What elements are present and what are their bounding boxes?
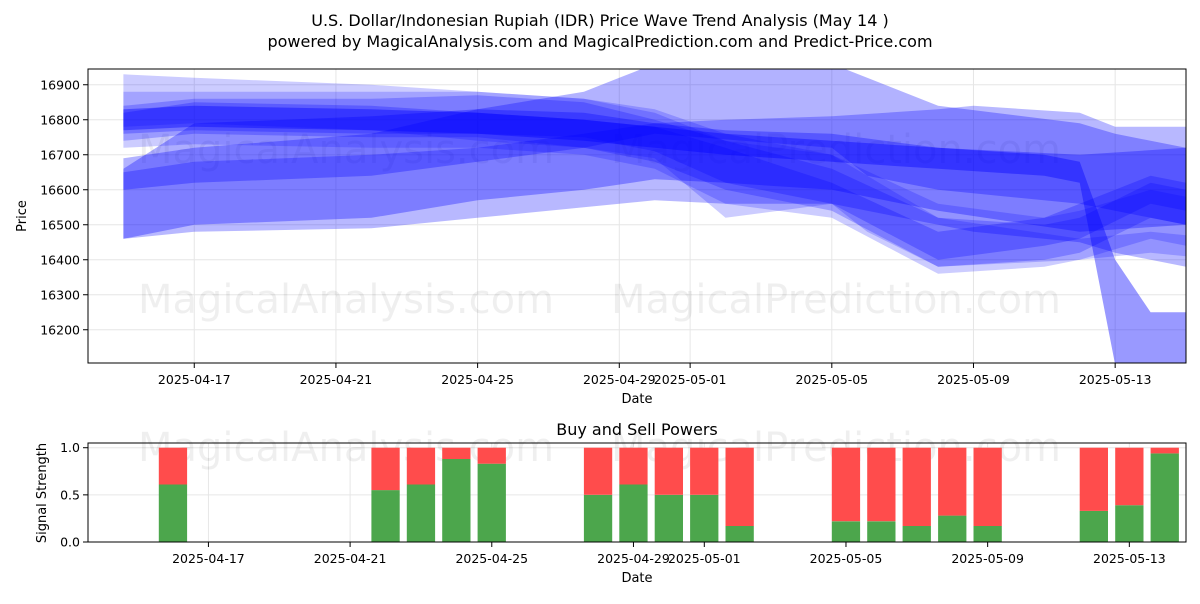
price-x-tick-label: 2025-05-13 — [1079, 372, 1152, 387]
power-x-tick-label: 2025-04-25 — [455, 551, 528, 566]
power-x-tick-label: 2025-05-01 — [668, 551, 741, 566]
watermark-prediction-top: MagicalPrediction.com — [611, 127, 1061, 173]
power-x-tick-label: 2025-04-17 — [172, 551, 245, 566]
power-y-axis-label: Signal Strength — [35, 443, 50, 543]
chart-title-line1: U.S. Dollar/Indonesian Rupiah (IDR) Pric… — [311, 11, 889, 30]
price-plot-frame — [87, 68, 1187, 364]
buy-sell-power-chart: Buy and Sell Powers MagicalAnalysis.com … — [35, 420, 1187, 586]
price-wave-band — [123, 109, 1186, 239]
power-x-tick-label: 2025-04-21 — [314, 551, 387, 566]
price-wave-band — [123, 91, 1186, 274]
buy-power-bar — [619, 484, 648, 542]
power-x-tick-label: 2025-05-13 — [1093, 551, 1166, 566]
price-y-axis-label: Price — [15, 200, 30, 232]
sell-power-bar — [831, 447, 861, 522]
price-x-tick-label: 2025-04-17 — [158, 372, 231, 387]
buy-power-bar — [371, 490, 400, 542]
sell-power-bar — [902, 447, 931, 526]
buy-power-bar — [406, 484, 436, 542]
watermark-analysis-top: MagicalAnalysis.com — [138, 127, 554, 173]
price-band-group — [123, 69, 1186, 363]
price-y-tick-label: 16500 — [40, 217, 80, 232]
price-wave-band — [123, 102, 1186, 260]
price-y-tick-label: 16600 — [40, 182, 80, 197]
power-x-tick-label: 2025-05-09 — [951, 551, 1024, 566]
price-x-ticks: 2025-04-17 2025-04-21 2025-04-25 2025-04-29… — [158, 363, 1152, 387]
price-grid — [88, 69, 1186, 363]
price-wave-band — [123, 105, 1186, 267]
buy-power-bar — [583, 494, 613, 542]
sell-power-bar — [1115, 447, 1144, 506]
price-x-tick-label: 2025-05-01 — [654, 372, 727, 387]
sell-power-bar — [690, 447, 719, 495]
price-y-ticks: 16200 16300 16400 16500 16600 16700 16800 16900 — [40, 77, 88, 337]
buy-power-bar — [477, 463, 506, 542]
buy-power-bar — [1150, 453, 1179, 542]
sell-power-bar — [442, 447, 471, 459]
price-x-tick-label: 2025-04-25 — [441, 372, 514, 387]
price-y-tick-label: 16700 — [40, 147, 80, 162]
price-wave-band — [123, 69, 1186, 225]
power-y-ticks: 0.0 0.5 1.0 — [60, 440, 88, 550]
price-x-tick-label: 2025-05-09 — [937, 372, 1010, 387]
buy-power-bar — [867, 521, 896, 542]
power-y-tick-label: 1.0 — [60, 440, 80, 455]
price-x-tick-label: 2025-04-21 — [300, 372, 373, 387]
price-y-tick-label: 16800 — [40, 112, 80, 127]
power-y-tick-label: 0.0 — [60, 535, 80, 550]
price-wave-chart: MagicalAnalysis.com MagicalPrediction.co… — [15, 68, 1187, 407]
sell-power-bar — [583, 447, 613, 495]
buy-power-bar — [158, 484, 188, 542]
buy-power-bar — [654, 494, 683, 542]
sell-power-bar — [1150, 447, 1179, 454]
power-chart-title: Buy and Sell Powers — [556, 420, 718, 439]
price-wave-bands — [123, 69, 1186, 363]
power-bars — [158, 447, 1179, 542]
sell-power-bar — [477, 447, 506, 464]
power-x-ticks: 2025-04-17 2025-04-21 2025-04-25 2025-04-29… — [172, 542, 1166, 566]
buy-power-bar — [973, 526, 1002, 542]
chart-title-line2: powered by MagicalAnalysis.com and Magic… — [267, 32, 932, 51]
sell-power-bar — [371, 447, 400, 491]
sell-power-bar — [158, 447, 188, 485]
power-plot-frame — [87, 442, 1187, 543]
power-y-tick-label: 0.5 — [60, 487, 80, 502]
watermark-analysis-middle: MagicalAnalysis.com — [138, 277, 554, 323]
buy-power-bar — [938, 515, 967, 542]
power-x-tick-label: 2025-05-05 — [810, 551, 883, 566]
sell-power-bar — [654, 447, 683, 495]
sell-power-bar — [619, 447, 648, 485]
buy-power-bar — [690, 494, 719, 542]
price-wave-band — [123, 74, 1186, 267]
buy-power-bar — [831, 521, 861, 542]
sell-power-bar — [1079, 447, 1108, 511]
watermark-prediction-middle: MagicalPrediction.com — [611, 277, 1061, 323]
price-x-tick-label: 2025-04-29 — [583, 372, 656, 387]
price-y-tick-label: 16900 — [40, 77, 80, 92]
price-y-tick-label: 16300 — [40, 287, 80, 302]
price-wave-band — [123, 95, 1186, 267]
buy-power-bar — [1115, 505, 1144, 542]
sell-power-bar — [406, 447, 436, 485]
price-y-tick-label: 16400 — [40, 252, 80, 267]
buy-power-bar — [1079, 510, 1108, 542]
price-y-tick-label: 16200 — [40, 322, 80, 337]
sell-power-bar — [973, 447, 1002, 526]
price-x-tick-label: 2025-05-05 — [795, 372, 868, 387]
power-x-axis-label: Date — [621, 571, 652, 586]
power-x-tick-label: 2025-04-29 — [597, 551, 670, 566]
buy-power-bar — [725, 526, 754, 542]
price-x-axis-label: Date — [621, 392, 652, 407]
price-watermarks: MagicalAnalysis.com MagicalPrediction.co… — [138, 127, 1061, 323]
buy-power-bar — [902, 526, 931, 542]
sell-power-bar — [938, 447, 967, 516]
buy-power-bar — [442, 459, 471, 542]
sell-power-bar — [867, 447, 896, 522]
sell-power-bar — [725, 447, 754, 526]
